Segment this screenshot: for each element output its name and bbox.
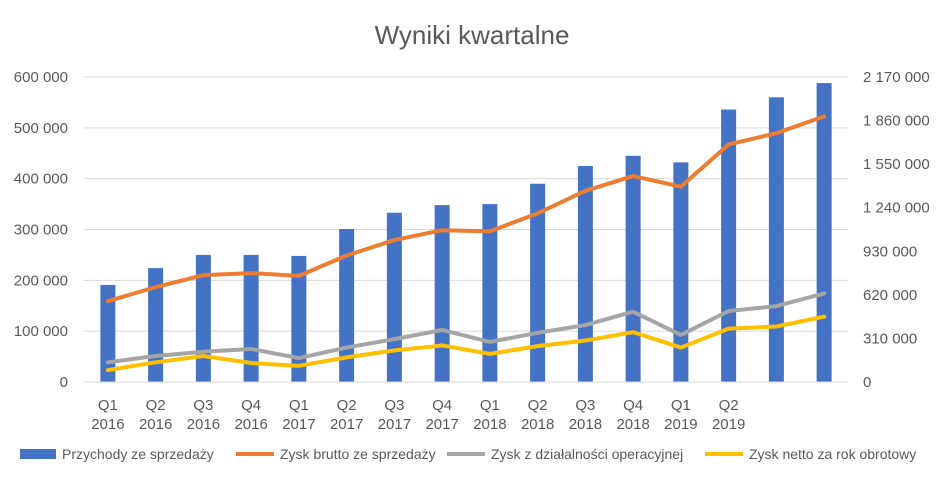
gridlines bbox=[84, 76, 848, 383]
y-left-tick-label: 500 000 bbox=[14, 120, 68, 137]
legend-label: Przychody ze sprzedaży bbox=[62, 446, 214, 462]
legend-label: Zysk brutto ze sprzedaży bbox=[280, 446, 436, 462]
x-tick-label: 2016 bbox=[234, 416, 267, 433]
x-tick-label: Q1 bbox=[289, 397, 309, 414]
bar bbox=[100, 284, 116, 382]
y-right-tick-label: 1 550 000 bbox=[863, 156, 930, 173]
y-left-tick-label: 200 000 bbox=[14, 272, 68, 289]
legend-label: Zysk z działalności operacyjnej bbox=[491, 446, 683, 462]
bar bbox=[625, 155, 641, 382]
x-tick-label: 2018 bbox=[569, 416, 602, 433]
y-left-tick-label: 0 bbox=[60, 374, 68, 391]
series-line bbox=[105, 291, 827, 365]
x-tick-label: Q3 bbox=[193, 397, 213, 414]
x-tick-label: 2017 bbox=[330, 416, 363, 433]
x-tick-label: Q4 bbox=[623, 397, 643, 414]
bar bbox=[673, 162, 689, 382]
y-axis-left: 0 100 000 200 000 300 000 400 000 500 000 600 … bbox=[14, 69, 68, 391]
y-right-tick-label: 310 000 bbox=[863, 330, 917, 347]
bar bbox=[577, 165, 593, 382]
bar bbox=[768, 97, 784, 382]
x-tick-label: 2017 bbox=[282, 416, 315, 433]
y-right-tick-label: 1 860 000 bbox=[863, 113, 930, 130]
line-series bbox=[105, 114, 827, 373]
x-tick-label: 2018 bbox=[473, 416, 506, 433]
y-right-tick-label: 2 170 000 bbox=[863, 69, 930, 86]
x-tick-label: Q2 bbox=[146, 397, 166, 414]
x-tick-label: Q3 bbox=[384, 397, 404, 414]
bar bbox=[339, 228, 355, 382]
x-tick-label: Q1 bbox=[480, 397, 500, 414]
x-axis: Q1 2016 Q2 2016 Q3 2016 Q4 2016 Q1 2017 Q2 2017 Q3 20… bbox=[84, 381, 848, 433]
x-tick-label: 2016 bbox=[187, 416, 220, 433]
x-tick-label: 2016 bbox=[139, 416, 172, 433]
x-tick-label: Q3 bbox=[575, 397, 595, 414]
x-tick-label: 2017 bbox=[425, 416, 458, 433]
bar bbox=[482, 204, 498, 382]
x-tick-label: 2017 bbox=[378, 416, 411, 433]
y-left-tick-label: 300 000 bbox=[14, 222, 68, 239]
x-tick-label: 2018 bbox=[521, 416, 554, 433]
y-axis-right: 0 310 000 620 000 930 000 1 240 000 1 550 000… bbox=[863, 69, 930, 391]
legend-label: Zysk netto za rok obrotowy bbox=[749, 446, 916, 462]
x-tick-label: Q2 bbox=[337, 397, 357, 414]
y-left-tick-label: 600 000 bbox=[14, 69, 68, 86]
y-right-tick-label: 1 240 000 bbox=[863, 200, 930, 217]
chart-title: Wyniki kwartalne bbox=[375, 20, 570, 50]
x-tick-label: 2018 bbox=[616, 416, 649, 433]
x-tick-label: Q1 bbox=[98, 397, 118, 414]
y-left-tick-label: 100 000 bbox=[14, 323, 68, 340]
y-left-tick-label: 400 000 bbox=[14, 171, 68, 188]
x-tick-label: 2019 bbox=[712, 416, 745, 433]
x-tick-label: Q4 bbox=[241, 397, 261, 414]
x-tick-label: Q4 bbox=[432, 397, 452, 414]
bar bbox=[434, 205, 450, 382]
series-line bbox=[105, 314, 827, 373]
x-tick-label: 2016 bbox=[91, 416, 124, 433]
y-right-tick-label: 620 000 bbox=[863, 287, 917, 304]
bar bbox=[816, 83, 832, 382]
x-tick-label: Q2 bbox=[719, 397, 739, 414]
series-line bbox=[105, 114, 827, 304]
bar bbox=[148, 268, 164, 382]
bar bbox=[291, 255, 307, 382]
x-tick-label: Q1 bbox=[671, 397, 691, 414]
x-tick-label: Q2 bbox=[528, 397, 548, 414]
legend-swatch bbox=[20, 449, 56, 459]
y-right-tick-label: 930 000 bbox=[863, 243, 917, 260]
x-tick-label: 2019 bbox=[664, 416, 697, 433]
y-right-tick-label: 0 bbox=[863, 374, 871, 391]
legend: Przychody ze sprzedaży Zysk brutto ze spr… bbox=[20, 446, 916, 462]
